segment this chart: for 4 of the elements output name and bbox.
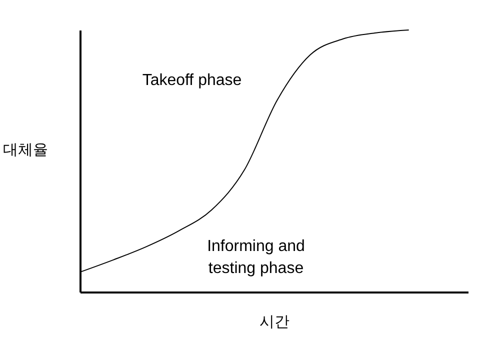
annotation: Takeoff phase: [142, 72, 242, 89]
x-axis-title: 시간: [260, 314, 290, 330]
annotation: Informing and testing phase: [207, 238, 305, 277]
y-axis-title: 대체율: [3, 142, 48, 158]
